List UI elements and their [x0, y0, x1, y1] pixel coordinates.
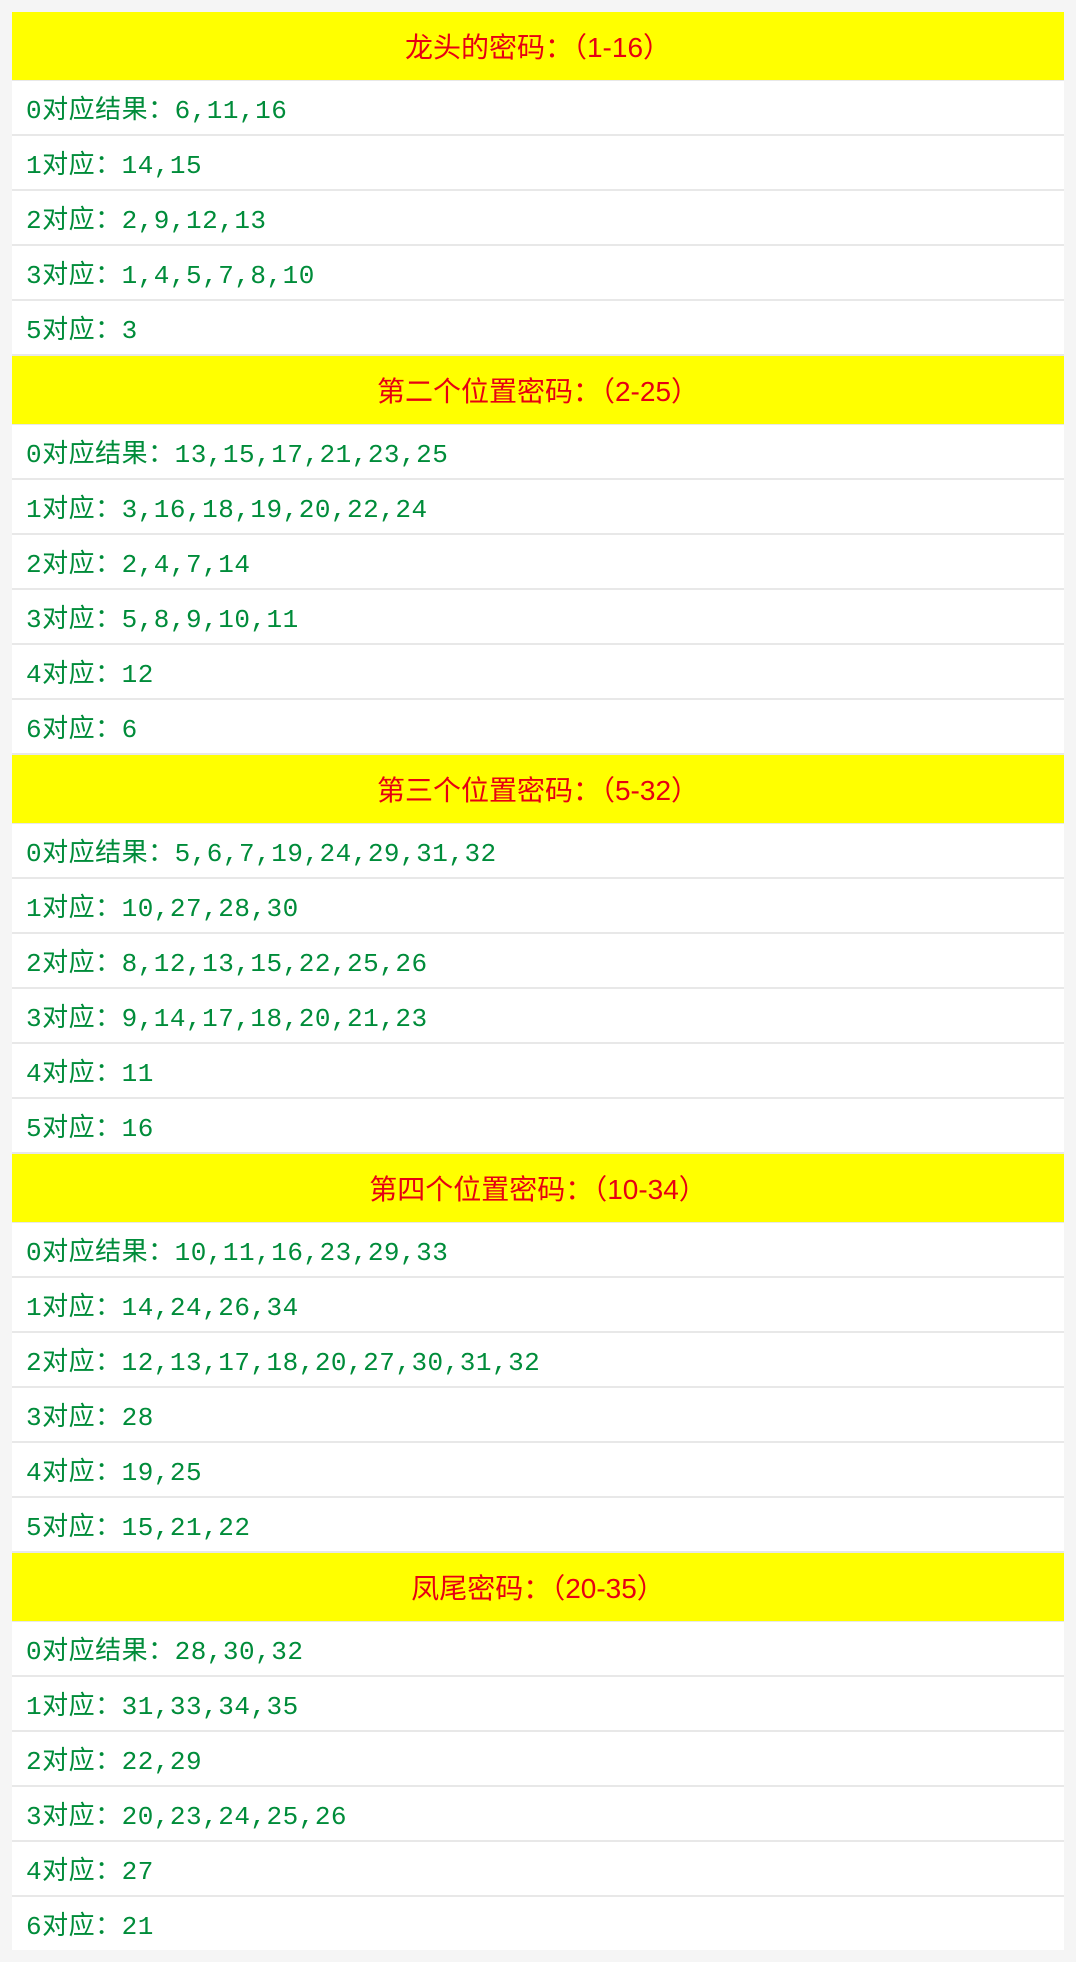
data-row: 1对应：14,24,26,34	[12, 1278, 1064, 1333]
data-row: 6对应：6	[12, 700, 1064, 755]
data-row: 2对应：12,13,17,18,20,27,30,31,32	[12, 1333, 1064, 1388]
code-table-container: 龙头的密码：（1-16）0对应结果：6,11,161对应：14,152对应：2,…	[0, 0, 1076, 1962]
section-header: 龙头的密码：（1-16）	[12, 12, 1064, 81]
data-row: 0对应结果：13,15,17,21,23,25	[12, 425, 1064, 480]
data-row: 5对应：16	[12, 1099, 1064, 1154]
section-header: 第三个位置密码：（5-32）	[12, 755, 1064, 824]
data-row: 4对应：11	[12, 1044, 1064, 1099]
data-row: 1对应：14,15	[12, 136, 1064, 191]
data-row: 5对应：15,21,22	[12, 1498, 1064, 1553]
data-row: 1对应：31,33,34,35	[12, 1677, 1064, 1732]
data-row: 2对应：8,12,13,15,22,25,26	[12, 934, 1064, 989]
section-header: 凤尾密码：（20-35）	[12, 1553, 1064, 1622]
section-header: 第二个位置密码：（2-25）	[12, 356, 1064, 425]
data-row: 2对应：2,4,7,14	[12, 535, 1064, 590]
data-row: 0对应结果：5,6,7,19,24,29,31,32	[12, 824, 1064, 879]
data-row: 4对应：19,25	[12, 1443, 1064, 1498]
data-row: 2对应：22,29	[12, 1732, 1064, 1787]
data-row: 3对应：20,23,24,25,26	[12, 1787, 1064, 1842]
data-row: 0对应结果：10,11,16,23,29,33	[12, 1223, 1064, 1278]
data-row: 3对应：1,4,5,7,8,10	[12, 246, 1064, 301]
data-row: 4对应：12	[12, 645, 1064, 700]
data-row: 1对应：10,27,28,30	[12, 879, 1064, 934]
section-header: 第四个位置密码：（10-34）	[12, 1154, 1064, 1223]
data-row: 4对应：27	[12, 1842, 1064, 1897]
data-row: 3对应：5,8,9,10,11	[12, 590, 1064, 645]
data-row: 2对应：2,9,12,13	[12, 191, 1064, 246]
data-row: 0对应结果：6,11,16	[12, 81, 1064, 136]
data-row: 3对应：9,14,17,18,20,21,23	[12, 989, 1064, 1044]
data-row: 6对应：21	[12, 1897, 1064, 1950]
data-row: 3对应：28	[12, 1388, 1064, 1443]
data-row: 5对应：3	[12, 301, 1064, 356]
data-row: 0对应结果：28,30,32	[12, 1622, 1064, 1677]
data-row: 1对应：3,16,18,19,20,22,24	[12, 480, 1064, 535]
